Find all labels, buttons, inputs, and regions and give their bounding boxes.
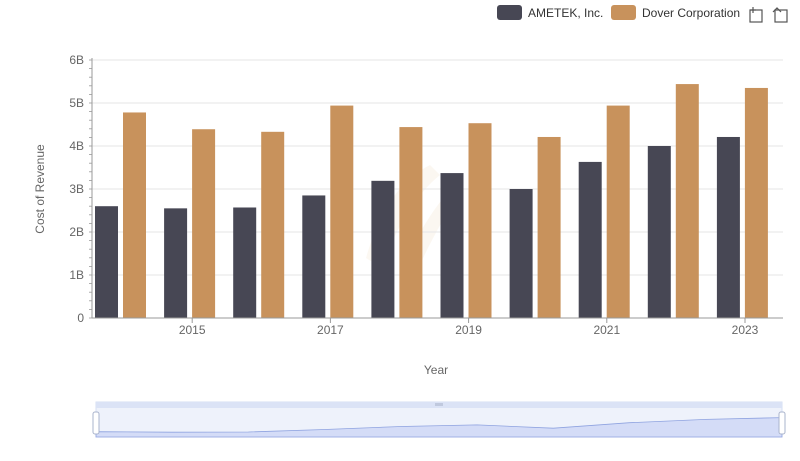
- x-tick-label: 2019: [455, 323, 482, 337]
- bar-ametek-2021[interactable]: [578, 161, 602, 318]
- bar-ametek-2014[interactable]: [95, 206, 118, 318]
- y-tick-label: 3B: [69, 182, 84, 196]
- reset-zoom-icon[interactable]: [772, 7, 788, 23]
- x-tick-label: 2017: [317, 323, 344, 337]
- legend-swatch-ametek: [497, 5, 522, 20]
- x-tick-label: 2021: [593, 323, 620, 337]
- data-zoom-left-handle[interactable]: [92, 411, 100, 435]
- y-axis-title: Cost of Revenue: [33, 144, 47, 234]
- x-axis-title: Year: [424, 363, 448, 377]
- y-tick-label: 5B: [69, 96, 84, 110]
- bar-ametek-2023[interactable]: [716, 136, 740, 318]
- x-tick-label: 2015: [179, 323, 206, 337]
- x-axis-ticks: 2015 2017 2019 2021 2023: [179, 318, 759, 337]
- data-zoom-right-handle[interactable]: [778, 411, 786, 435]
- data-zoom-grip[interactable]: [435, 403, 443, 406]
- data-zoom-slider[interactable]: [92, 401, 786, 438]
- bar-dover-2016[interactable]: [261, 131, 285, 318]
- bar-dover-2021[interactable]: [606, 105, 630, 318]
- bar-ametek-2018[interactable]: [371, 180, 395, 318]
- bar-ametek-2022[interactable]: [647, 146, 671, 318]
- legend-item-ametek[interactable]: AMETEK, Inc.: [497, 5, 603, 20]
- y-tick-label: 0: [77, 311, 84, 325]
- y-tick-label: 2B: [69, 225, 84, 239]
- bar-ametek-2019[interactable]: [440, 173, 464, 318]
- bar-dover-2015[interactable]: [192, 129, 216, 318]
- bar-dover-2023[interactable]: [744, 87, 768, 318]
- y-tick-label: 1B: [69, 268, 84, 282]
- bar-dover-2019[interactable]: [468, 123, 492, 319]
- bar-dover-2017[interactable]: [330, 105, 354, 318]
- legend[interactable]: AMETEK, Inc. Dover Corporation: [497, 5, 740, 20]
- bar-dover-2020[interactable]: [537, 136, 561, 318]
- zoom-icon[interactable]: [749, 7, 763, 23]
- bar-dover-2014[interactable]: [123, 112, 146, 319]
- bar-ametek-2017[interactable]: [302, 195, 326, 318]
- bar-dover-2022[interactable]: [675, 84, 699, 318]
- bar-ametek-2020[interactable]: [509, 189, 533, 318]
- y-tick-label: 4B: [69, 139, 84, 153]
- legend-label-dover: Dover Corporation: [642, 6, 740, 20]
- x-tick-label: 2023: [732, 323, 759, 337]
- legend-item-dover[interactable]: Dover Corporation: [611, 5, 740, 20]
- y-tick-label: 6B: [69, 53, 84, 67]
- y-axis-ticks: 0 1B 2B 3B 4B 5B 6B: [69, 53, 92, 325]
- bar-ametek-2015[interactable]: [164, 208, 188, 318]
- bars: [95, 84, 768, 319]
- legend-swatch-dover: [611, 5, 636, 20]
- bar-dover-2018[interactable]: [399, 127, 423, 318]
- bar-ametek-2016[interactable]: [233, 207, 257, 318]
- legend-label-ametek: AMETEK, Inc.: [528, 6, 603, 20]
